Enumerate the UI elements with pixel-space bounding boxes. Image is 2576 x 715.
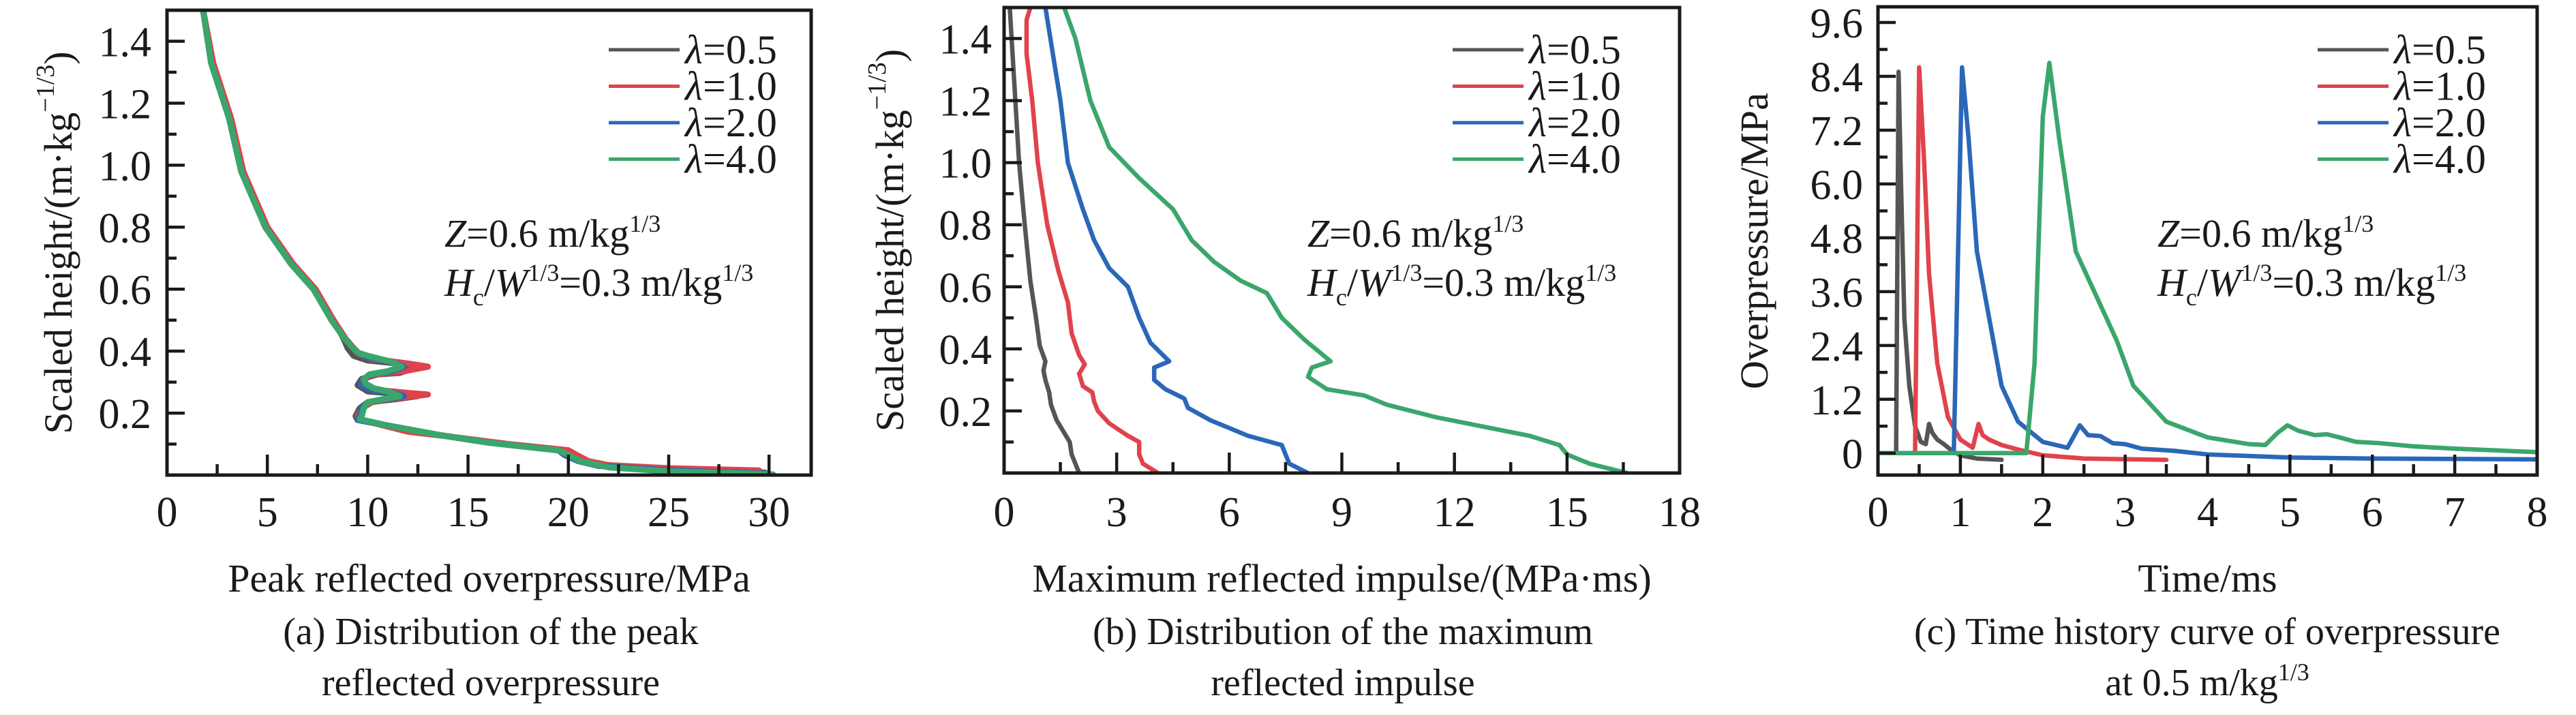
legend: λ=0.5λ=1.0λ=2.0λ=4.0 [609, 27, 777, 182]
y-tick-label: 0 [1842, 431, 1863, 478]
y-tick-label: 9.6 [1810, 1, 1864, 47]
x-tick-label: 1 [1950, 489, 1971, 536]
y-axis-title: Scaled height/(m·kg−1/3) [31, 51, 81, 433]
series-group [200, 10, 776, 475]
x-tick-label: 0 [994, 489, 1015, 536]
legend-label: λ=1.0 [684, 64, 777, 109]
annotation-z: Z=0.6 m/kg1/3 [444, 210, 661, 256]
x-tick-label: 10 [346, 489, 389, 536]
x-tick-label: 6 [1219, 489, 1240, 536]
x-tick-label: 6 [2362, 489, 2383, 536]
plot-frame [165, 8, 813, 477]
x-tick-label: 20 [547, 489, 590, 536]
series-group [1007, 7, 1630, 473]
y-tick-label: 0.4 [939, 327, 992, 374]
series-line-lambda-4.0 [1878, 61, 2537, 456]
x-tick-label: 2 [2032, 489, 2053, 536]
y-tick-label: 0.8 [939, 203, 992, 249]
y-tick-label: 1.2 [99, 81, 152, 127]
legend-label: λ=2.0 [2393, 100, 2486, 145]
panel-caption: (c) Time history curve of overpressure [1914, 611, 2500, 653]
annotation: Z=0.6 m/kg1/3Hc/W1/3=0.3 m/kg1/3 [1307, 210, 1616, 311]
x-tick-label: 25 [648, 489, 690, 536]
x-tick-label: 15 [1546, 489, 1588, 536]
x-tick-label: 0 [157, 489, 178, 536]
panel-caption: (b) Distribution of the maximum [1093, 611, 1593, 653]
legend-label: λ=4.0 [1528, 137, 1621, 182]
y-tick-label: 0.2 [939, 389, 992, 436]
series-line-lambda-4.0 [1061, 7, 1630, 473]
series-line-lambda-1.0 [1878, 65, 2169, 462]
y-tick-label: 0.8 [99, 205, 152, 252]
legend-label: λ=0.5 [684, 27, 777, 72]
annotation-hc: Hc/W1/3=0.3 m/kg1/3 [2157, 259, 2466, 311]
annotation: Z=0.6 m/kg1/3Hc/W1/3=0.3 m/kg1/3 [2157, 210, 2466, 311]
y-tick-label: 0.2 [99, 391, 152, 438]
x-tick-label: 5 [2279, 489, 2301, 536]
panel-caption-line2: reflected overpressure [322, 662, 660, 704]
x-tick-label: 8 [2527, 489, 2548, 536]
annotation: Z=0.6 m/kg1/3Hc/W1/3=0.3 m/kg1/3 [444, 210, 753, 311]
y-tick-label: 1.2 [939, 79, 992, 125]
panel-caption: (a) Distribution of the peak [283, 611, 699, 653]
x-tick-label: 3 [1106, 489, 1127, 536]
x-axis-title: Peak reflected overpressure/MPa [228, 556, 751, 600]
y-tick-label: 1.0 [939, 141, 992, 187]
legend-label: λ=1.0 [1528, 64, 1621, 109]
y-axis-title: Scaled height/(m·kg−1/3) [863, 49, 913, 431]
panel-caption-line2: at 0.5 m/kg1/3 [2105, 658, 2309, 704]
y-tick-label: 0.6 [99, 267, 152, 314]
x-tick-label: 5 [257, 489, 278, 536]
series-line-lambda-2.0 [1043, 7, 1311, 473]
y-tick-label: 7.2 [1810, 108, 1864, 155]
x-tick-label: 15 [447, 489, 489, 536]
y-tick-label: 6.0 [1810, 162, 1864, 209]
legend-label: λ=1.0 [2393, 64, 2486, 109]
legend-label: λ=2.0 [1528, 100, 1621, 145]
series-line-lambda-0.5 [1007, 7, 1082, 473]
y-tick-label: 2.4 [1810, 324, 1864, 370]
legend-label: λ=4.0 [684, 137, 777, 182]
x-tick-label: 12 [1434, 489, 1476, 536]
y-axis-title: Overpressure/MPa [1732, 93, 1776, 389]
y-tick-label: 0.6 [939, 265, 992, 311]
x-tick-label: 3 [2115, 489, 2136, 536]
y-tick-label: 1.0 [99, 143, 152, 189]
legend-label: λ=0.5 [2393, 27, 2486, 72]
legend: λ=0.5λ=1.0λ=2.0λ=4.0 [1453, 27, 1621, 182]
panel-b: 0 3 6 9 12 15 18 0.2 0.4 0.6 0.8 1.0 1.2 1.4 Scaled he… [863, 5, 1701, 704]
x-tick-label: 0 [1868, 489, 1889, 536]
legend: λ=0.5λ=1.0λ=2.0λ=4.0 [2318, 27, 2486, 182]
series-line-lambda-0.5 [1878, 70, 2004, 462]
panel-c: 0 1 2 3 4 5 6 7 8 0 1.2 2.4 3.6 4.8 6.0 7.2 8.4 9.6 Overpr… [1732, 1, 2547, 704]
y-tick-label: 1.2 [1810, 378, 1864, 424]
series-group [1878, 61, 2537, 462]
x-tick-label: 9 [1331, 489, 1352, 536]
x-axis-title: Maximum reflected impulse/(MPa·ms) [1032, 556, 1651, 600]
series-line-lambda-4.0 [200, 10, 776, 475]
annotation-z: Z=0.6 m/kg1/3 [1307, 210, 1524, 256]
y-tick-label: 8.4 [1810, 55, 1864, 101]
x-tick-label: 7 [2444, 489, 2466, 536]
y-tick-label: 3.6 [1810, 270, 1864, 316]
x-tick-label: 18 [1658, 489, 1701, 536]
annotation-z: Z=0.6 m/kg1/3 [2157, 210, 2374, 256]
legend-label: λ=2.0 [684, 100, 777, 145]
y-tick-label: 4.8 [1810, 216, 1864, 262]
legend-label: λ=4.0 [2393, 137, 2486, 182]
legend-label: λ=0.5 [1528, 27, 1621, 72]
y-tick-label: 1.4 [99, 19, 152, 65]
annotation-hc: Hc/W1/3=0.3 m/kg1/3 [444, 259, 753, 311]
y-tick-label: 1.4 [939, 17, 992, 63]
x-axis-title: Time/ms [2138, 556, 2277, 600]
panel-a: 0 5 10 15 20 25 30 0.2 0.4 0.6 0.8 1.0 1.2 1.4 Scaled … [31, 8, 813, 704]
annotation-hc: Hc/W1/3=0.3 m/kg1/3 [1307, 259, 1616, 311]
y-tick-label: 0.4 [99, 329, 152, 376]
x-tick-label: 4 [2197, 489, 2218, 536]
panel-caption-line2: reflected impulse [1211, 662, 1474, 704]
x-tick-label: 30 [748, 489, 790, 536]
series-line-lambda-2.0 [1878, 65, 2537, 462]
series-line-lambda-1.0 [1024, 7, 1160, 473]
